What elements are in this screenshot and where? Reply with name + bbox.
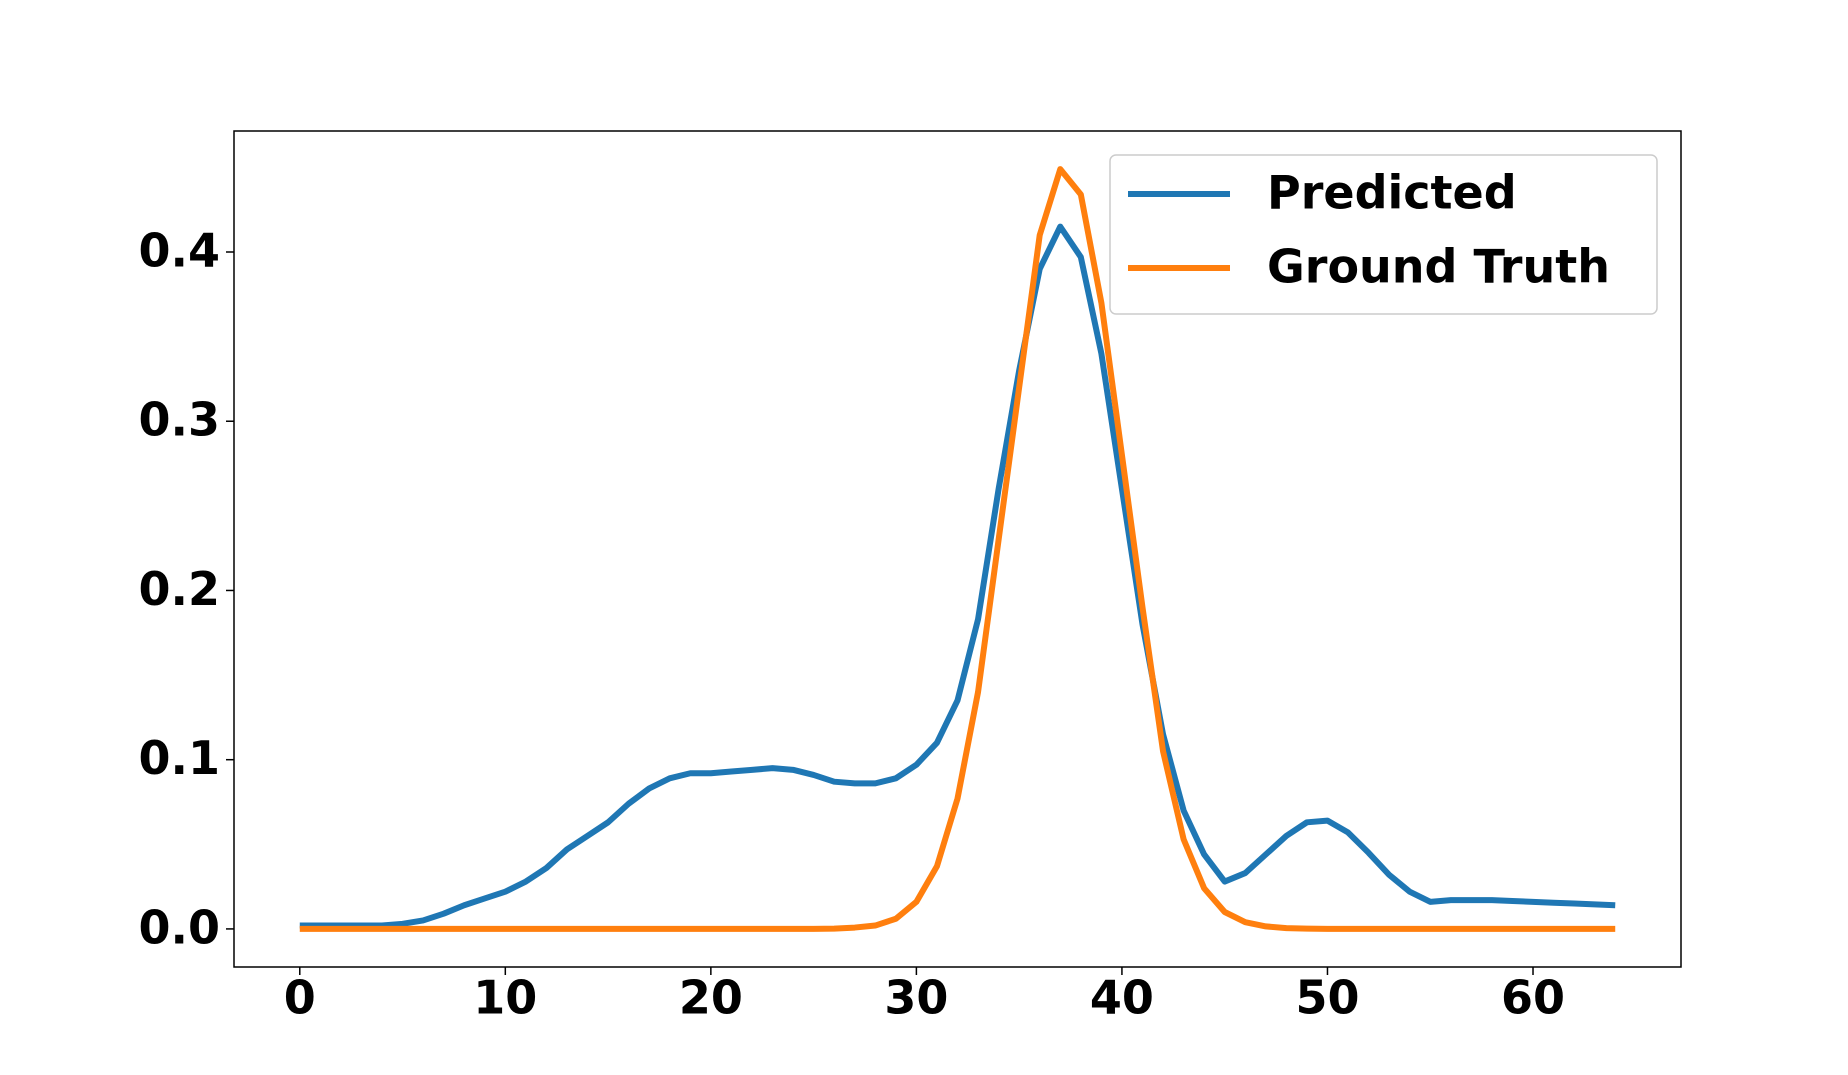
y-tick-label: 0.4: [139, 224, 221, 278]
y-tick-label: 0.0: [139, 900, 221, 954]
x-tick-label: 10: [473, 971, 537, 1025]
y-tick-label: 0.3: [139, 393, 221, 447]
y-tick-label: 0.2: [139, 562, 221, 616]
x-tick-label: 0: [284, 971, 316, 1025]
data-line: [299, 166, 1616, 932]
legend-label: Ground Truth: [1267, 240, 1610, 294]
x-tick-label: 50: [1295, 971, 1359, 1025]
x-tick-label: 20: [679, 971, 743, 1025]
plot-frame: [233, 130, 1682, 968]
y-tick-label: 0.1: [139, 731, 221, 785]
legend-label: Predicted: [1267, 166, 1517, 220]
x-tick-label: 60: [1501, 971, 1565, 1025]
x-tick-label: 40: [1090, 971, 1154, 1025]
data-line: [299, 223, 1616, 929]
x-tick-label: 30: [884, 971, 948, 1025]
legend-box: [1109, 154, 1658, 315]
